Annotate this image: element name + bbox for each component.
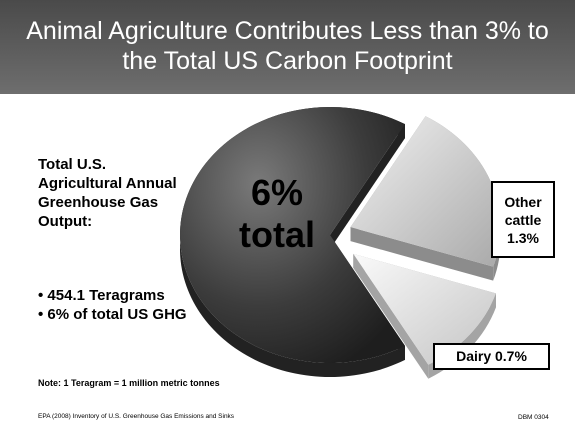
pie-slice-face xyxy=(353,253,429,379)
center-label-total: total xyxy=(239,214,315,255)
callout-dairy: Dairy 0.7% xyxy=(433,343,550,370)
pie-slice-face xyxy=(350,227,494,281)
slide-title: Animal Agriculture Contributes Less than… xyxy=(26,17,549,75)
callout-other-line2: cattle xyxy=(504,212,542,228)
bullet-percent-ghg: • 6% of total US GHG xyxy=(38,306,187,323)
teragram-note: Note: 1 Teragram = 1 million metric tonn… xyxy=(38,378,220,388)
pie-slice xyxy=(350,116,501,267)
callout-other-cattle: Other cattle 1.3% xyxy=(491,181,555,258)
pie-slices xyxy=(180,107,501,365)
center-label-percent: 6% xyxy=(250,172,304,213)
center-label: 6% total xyxy=(222,172,332,256)
slide-code: DBM 0304 xyxy=(518,414,549,421)
agri-output-heading: Total U.S. Agricultural Annual Greenhous… xyxy=(38,156,177,230)
pie-slice xyxy=(353,253,496,365)
bullet-teragrams: • 454.1 Teragrams xyxy=(38,287,165,304)
callout-other-line1: Other xyxy=(504,194,542,210)
source-citation: EPA (2008) Inventory of U.S. Greenhouse … xyxy=(38,413,235,420)
callout-other-line3: 1.3% xyxy=(507,230,539,246)
pie-slice-face xyxy=(330,124,405,249)
pie-slice xyxy=(180,107,405,364)
title-bar: Animal Agriculture Contributes Less than… xyxy=(0,0,575,94)
